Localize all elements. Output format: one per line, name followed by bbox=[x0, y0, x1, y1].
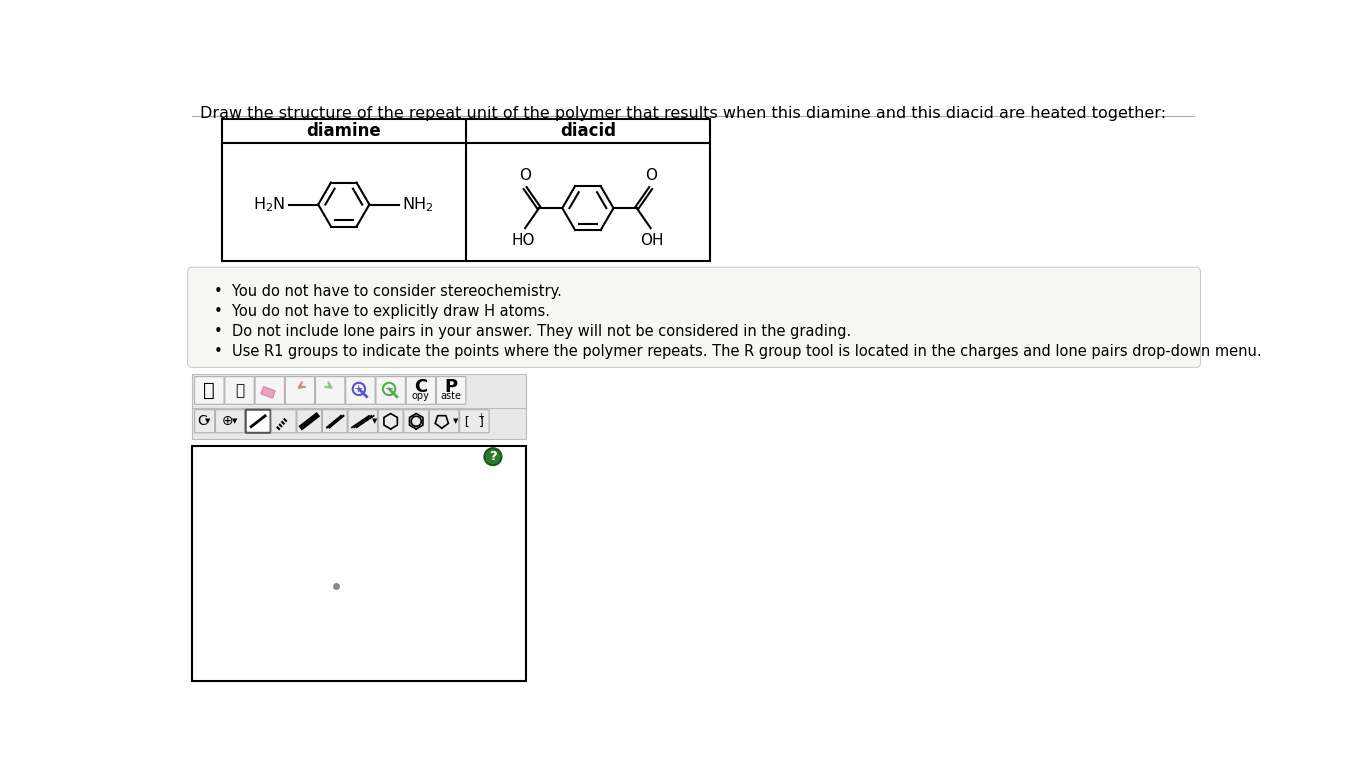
FancyBboxPatch shape bbox=[406, 377, 435, 404]
FancyBboxPatch shape bbox=[376, 377, 406, 404]
Text: +: + bbox=[354, 384, 364, 394]
FancyBboxPatch shape bbox=[188, 267, 1201, 368]
Text: C: C bbox=[197, 414, 207, 428]
FancyBboxPatch shape bbox=[272, 409, 296, 433]
Text: O: O bbox=[519, 168, 531, 183]
FancyBboxPatch shape bbox=[256, 377, 284, 404]
FancyBboxPatch shape bbox=[246, 409, 270, 433]
Text: −: − bbox=[384, 384, 393, 394]
Text: +: + bbox=[477, 412, 484, 421]
Circle shape bbox=[484, 448, 502, 465]
Bar bbox=[222, 119, 710, 261]
FancyBboxPatch shape bbox=[195, 409, 215, 433]
Bar bbox=[261, 387, 276, 398]
Text: ▼: ▼ bbox=[206, 418, 211, 424]
Text: [ ]: [ ] bbox=[464, 415, 485, 428]
Text: aste: aste bbox=[441, 391, 461, 401]
Text: OH: OH bbox=[641, 234, 664, 249]
Text: ?: ? bbox=[489, 450, 496, 463]
Text: C: C bbox=[414, 378, 427, 395]
Text: opy: opy bbox=[412, 391, 430, 401]
Text: H$_2$N: H$_2$N bbox=[253, 195, 285, 214]
Text: P: P bbox=[445, 378, 458, 395]
Text: ⊕: ⊕ bbox=[222, 414, 233, 428]
FancyBboxPatch shape bbox=[346, 377, 375, 404]
Text: •  You do not have to explicitly draw H atoms.: • You do not have to explicitly draw H a… bbox=[214, 305, 550, 319]
Text: 🧪: 🧪 bbox=[235, 383, 245, 398]
FancyBboxPatch shape bbox=[460, 409, 489, 433]
Bar bbox=[192, 375, 526, 439]
FancyBboxPatch shape bbox=[430, 409, 458, 433]
FancyBboxPatch shape bbox=[215, 409, 245, 433]
Text: Draw the structure of the repeat unit of the polymer that results when this diam: Draw the structure of the repeat unit of… bbox=[200, 106, 1167, 120]
Text: ▼: ▼ bbox=[453, 418, 458, 424]
FancyBboxPatch shape bbox=[404, 409, 429, 433]
Bar bbox=[192, 446, 526, 681]
Text: •  Use R1 groups to indicate the points where the polymer repeats. The R group t: • Use R1 groups to indicate the points w… bbox=[214, 344, 1261, 359]
Text: ✋: ✋ bbox=[203, 381, 215, 400]
Text: diacid: diacid bbox=[560, 122, 617, 140]
Text: ▼: ▼ bbox=[233, 418, 238, 424]
Text: ▼: ▼ bbox=[372, 418, 377, 424]
FancyBboxPatch shape bbox=[285, 377, 315, 404]
FancyBboxPatch shape bbox=[315, 377, 345, 404]
FancyBboxPatch shape bbox=[347, 409, 377, 433]
Text: •  Do not include lone pairs in your answer. They will not be considered in the : • Do not include lone pairs in your answ… bbox=[214, 324, 852, 340]
Text: •  You do not have to consider stereochemistry.: • You do not have to consider stereochem… bbox=[214, 284, 562, 299]
FancyBboxPatch shape bbox=[437, 377, 466, 404]
FancyBboxPatch shape bbox=[195, 377, 224, 404]
Text: HO: HO bbox=[512, 234, 535, 249]
FancyBboxPatch shape bbox=[322, 409, 347, 433]
FancyBboxPatch shape bbox=[224, 377, 254, 404]
Text: NH$_2$: NH$_2$ bbox=[402, 195, 434, 214]
FancyBboxPatch shape bbox=[379, 409, 403, 433]
Text: diamine: diamine bbox=[307, 122, 381, 140]
Text: O: O bbox=[645, 168, 657, 183]
FancyBboxPatch shape bbox=[297, 409, 322, 433]
